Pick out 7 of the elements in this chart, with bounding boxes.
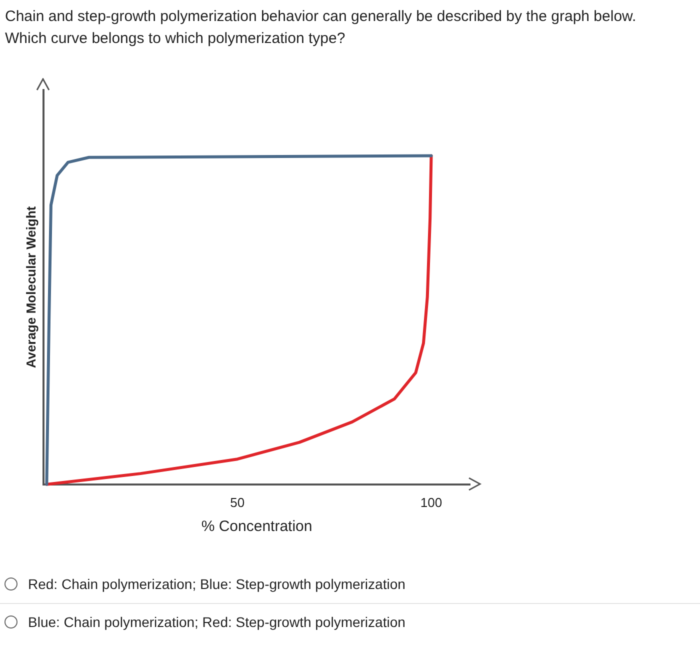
x-axis-title: % Concentration [201, 518, 312, 536]
y-axis-title: Average Molecular Weight [23, 206, 38, 368]
text: Blue: Chain polymerization; Red: Step-growth polymerization [28, 614, 406, 630]
text: Red: Chain polymerization; Blue: Step-growth polymerization [28, 576, 406, 592]
x-tick-label: 50 [230, 494, 245, 510]
x-tick-label: 100 [420, 494, 442, 510]
chart-title: Chain and step-growth polymerization behavior can generally be described by the graph below. Which curve belongs to which polymerization type? [5, 7, 638, 49]
